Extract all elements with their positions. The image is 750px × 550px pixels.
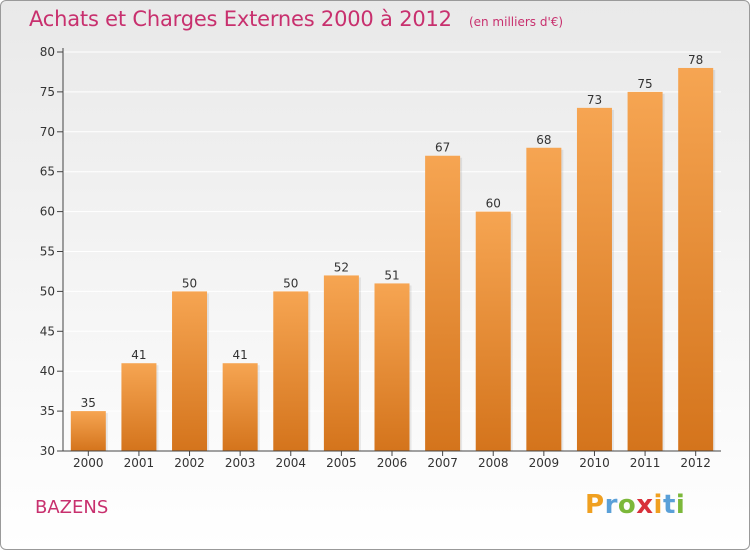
bar — [576, 107, 612, 452]
bar — [70, 411, 106, 451]
data-labels: 35 41 50 41 50 52 51 67 60 68 73 75 78 — [81, 53, 704, 410]
bar — [323, 275, 359, 451]
x-tick-label: 2000 — [73, 456, 104, 470]
x-tick-label: 2003 — [225, 456, 256, 470]
data-label: 50 — [283, 276, 298, 290]
y-tick-label: 45 — [40, 324, 55, 338]
title-row: Achats et Charges Externes 2000 à 2012 (… — [29, 7, 563, 31]
x-tick-label: 2002 — [174, 456, 205, 470]
bar — [627, 91, 663, 452]
bar — [678, 67, 714, 452]
x-tick-label: 2001 — [124, 456, 155, 470]
data-label: 73 — [587, 93, 602, 107]
y-tick-label: 40 — [40, 364, 55, 378]
x-tick-label: 2012 — [680, 456, 711, 470]
x-tick-label: 2010 — [579, 456, 610, 470]
bar — [526, 147, 562, 451]
x-tick-label: 2005 — [326, 456, 357, 470]
y-tick-label: 70 — [40, 125, 55, 139]
y-tick-label: 65 — [40, 165, 55, 179]
data-label: 52 — [334, 260, 349, 274]
bar — [374, 283, 410, 451]
data-label: 41 — [233, 348, 248, 362]
chart-title: Achats et Charges Externes 2000 à 2012 — [29, 7, 452, 31]
x-tick-label: 2011 — [630, 456, 661, 470]
data-label: 60 — [486, 197, 501, 211]
data-label: 35 — [81, 396, 96, 410]
logo-letter: r — [604, 490, 618, 520]
bar — [222, 363, 258, 451]
data-label: 75 — [637, 77, 652, 91]
logo-letter: o — [617, 490, 637, 520]
data-label: 78 — [688, 53, 703, 67]
bar — [121, 363, 157, 451]
bar — [273, 291, 309, 451]
proxiti-logo: Proxiti — [585, 490, 685, 520]
y-tick-label: 50 — [40, 284, 55, 298]
commune-name: BAZENS — [35, 497, 109, 518]
data-label: 68 — [536, 133, 551, 147]
logo-letter: i — [675, 490, 686, 520]
y-tick-label: 75 — [40, 85, 55, 99]
x-tick-label: 2004 — [275, 456, 306, 470]
y-tick-label: 55 — [40, 245, 55, 259]
x-tick-label: 2007 — [427, 456, 458, 470]
logo-letter: x — [636, 490, 654, 520]
x-tick-label: 2006 — [377, 456, 408, 470]
x-tick-label: 2008 — [478, 456, 509, 470]
bar — [172, 291, 208, 451]
data-label: 41 — [131, 348, 146, 362]
data-label: 51 — [384, 268, 399, 282]
y-tick-label: 30 — [40, 444, 55, 458]
bar — [425, 155, 461, 452]
unit-note: (en milliers d'€) — [468, 15, 564, 29]
y-tick-label: 80 — [40, 45, 55, 59]
axes: 30 35 40 45 50 55 60 65 70 75 80 2000 2001 2002 2003 20… — [40, 45, 721, 470]
bars — [70, 67, 716, 452]
data-label: 50 — [182, 276, 197, 290]
y-tick-label: 35 — [40, 404, 55, 418]
logo-letter: i — [653, 490, 663, 520]
logo-letter: t — [662, 490, 676, 520]
y-tick-label: 60 — [40, 205, 55, 219]
bar — [475, 211, 511, 451]
x-tick-label: 2009 — [529, 456, 560, 470]
logo-letter: P — [585, 490, 605, 520]
data-label: 67 — [435, 141, 450, 155]
